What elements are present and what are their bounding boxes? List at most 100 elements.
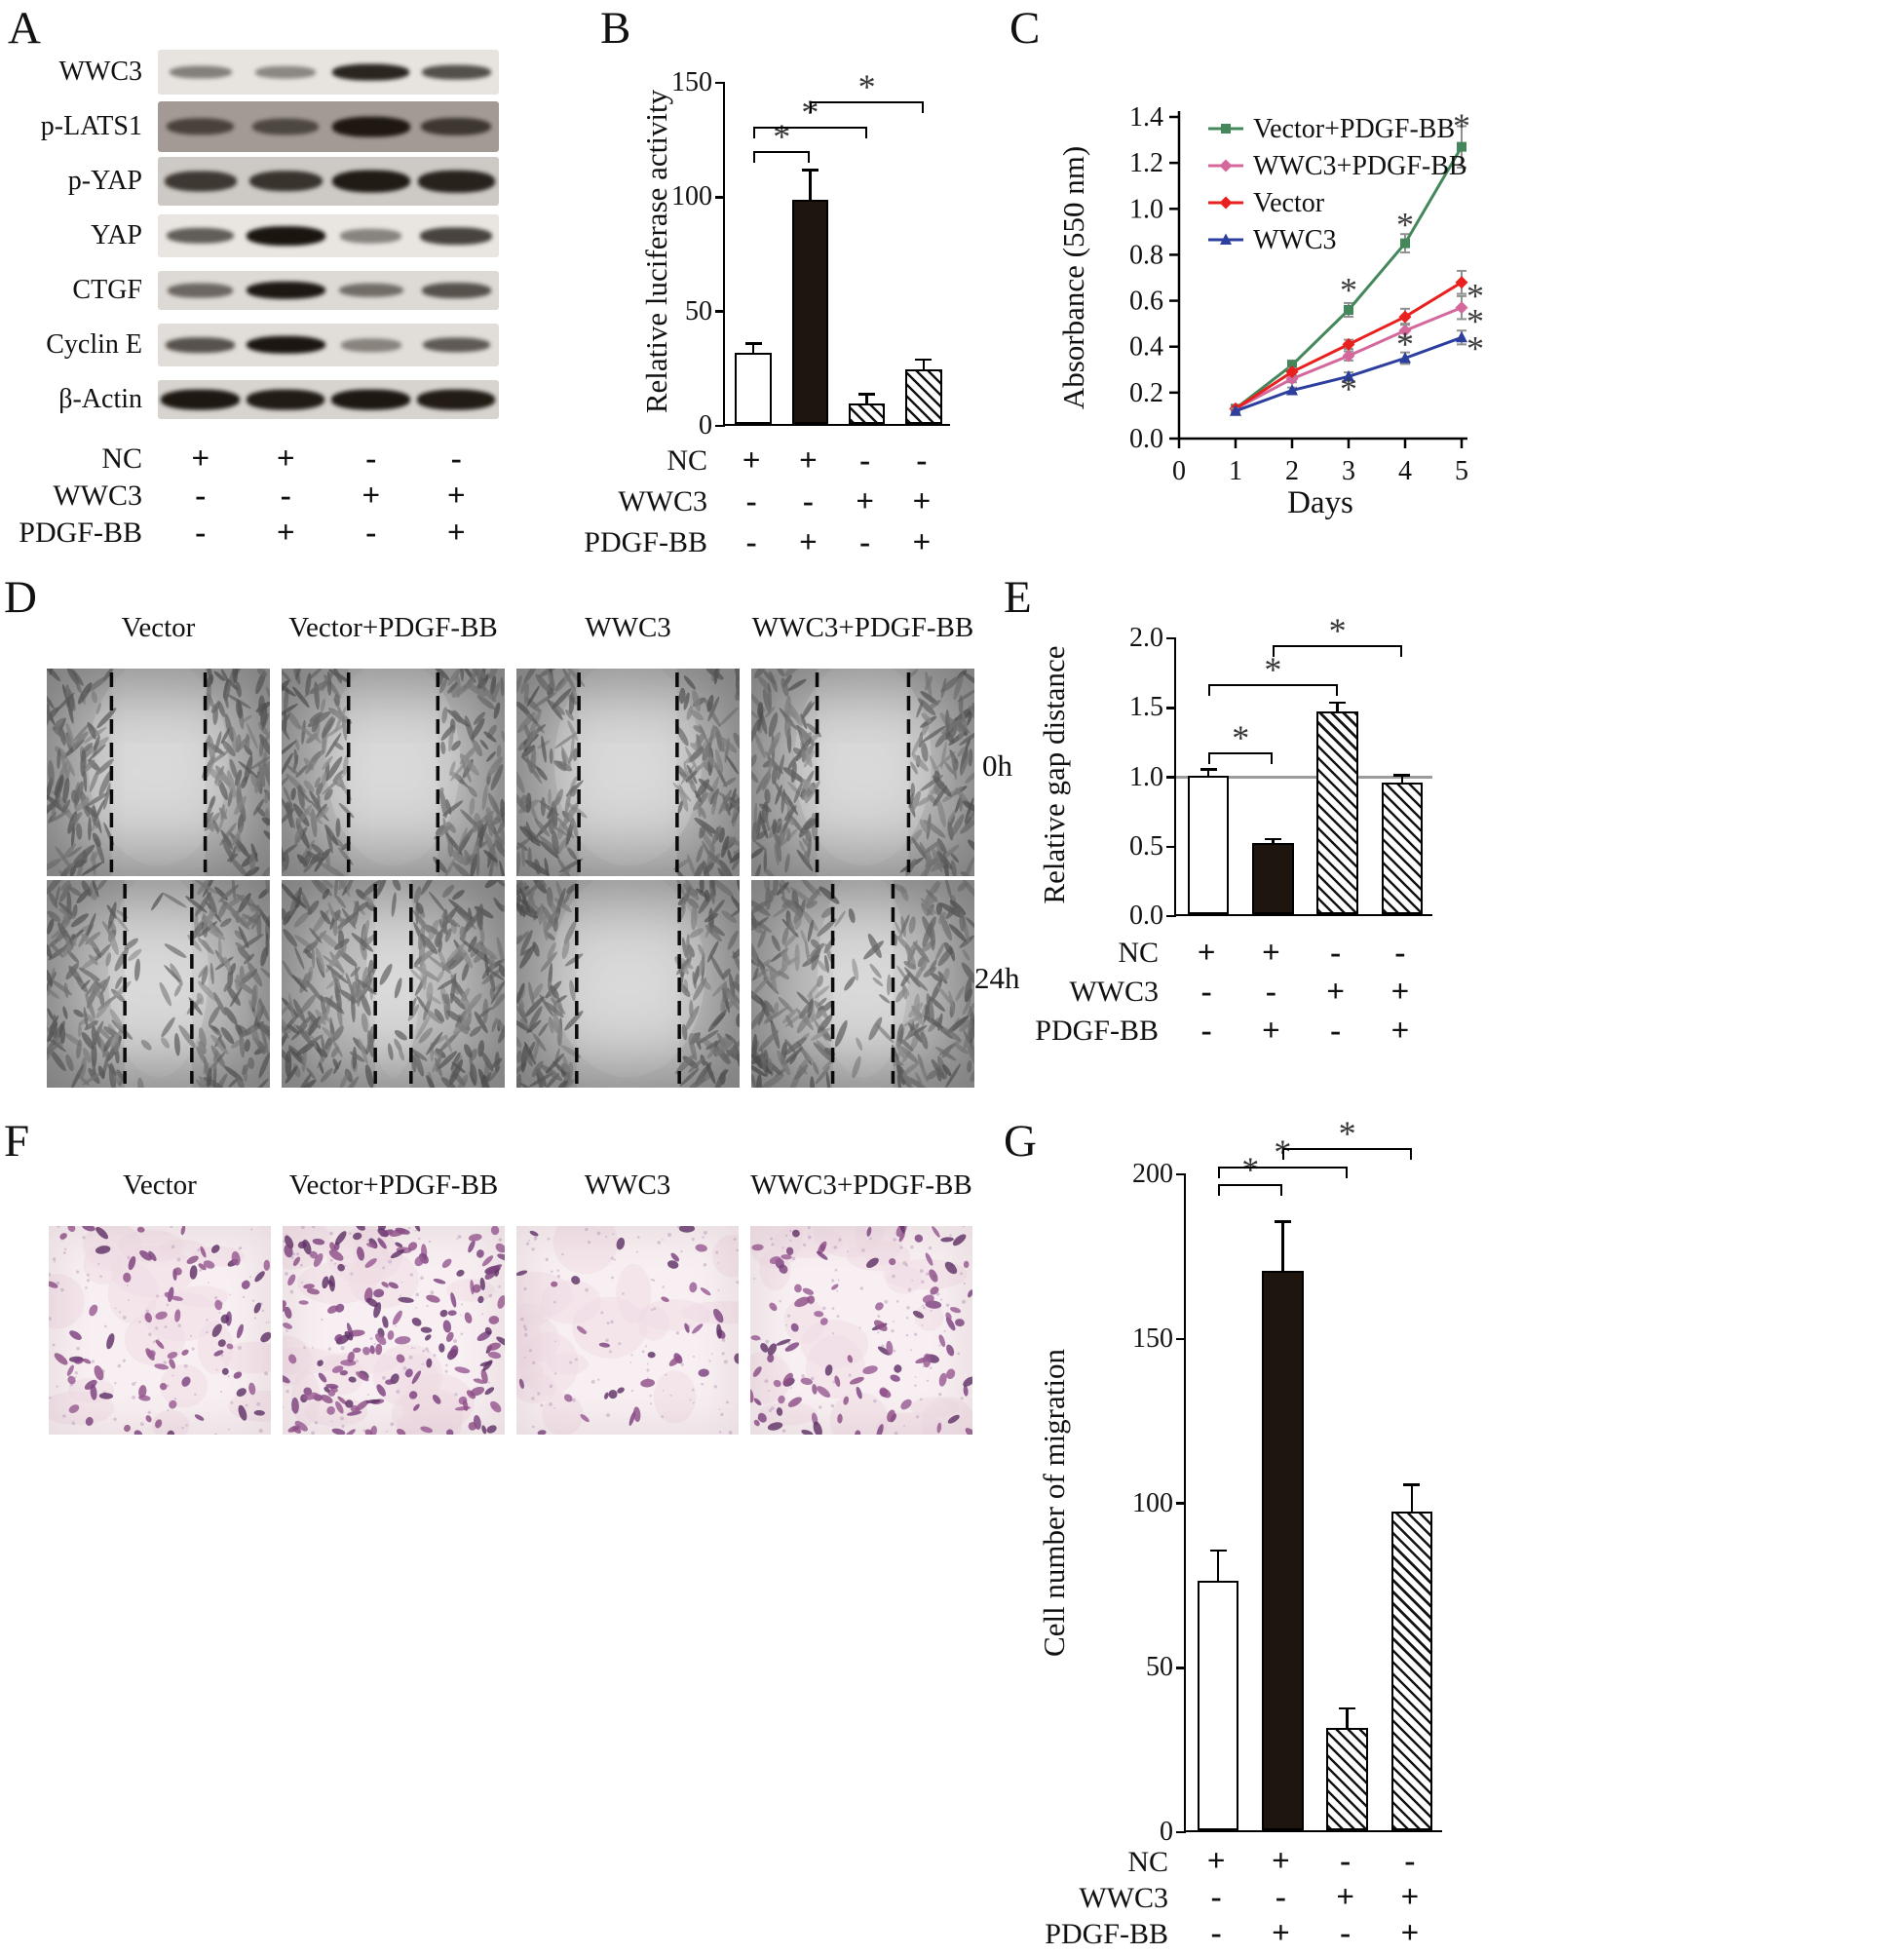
stained-cell: [173, 1267, 182, 1276]
stained-cell: [767, 1422, 783, 1431]
cell: [461, 992, 473, 1017]
membrane-pore: [117, 1363, 122, 1368]
cell: [772, 819, 778, 835]
cell: [341, 714, 348, 742]
condition-label: NC: [101, 442, 142, 475]
cell: [85, 992, 95, 1019]
cell: [235, 1023, 244, 1037]
cell: [261, 817, 270, 826]
cell: [496, 745, 502, 758]
stained-cell: [925, 1252, 933, 1266]
cell: [259, 909, 270, 932]
membrane-pore: [171, 1374, 174, 1377]
cell: [114, 947, 130, 972]
cell: [105, 952, 112, 967]
condition-label: NC: [1118, 937, 1159, 969]
cell: [568, 815, 576, 827]
cell: [252, 798, 265, 816]
stained-cell: [753, 1398, 762, 1406]
series-marker: [1344, 305, 1353, 315]
cell: [494, 832, 504, 848]
cell: [73, 1009, 84, 1017]
cell: [962, 857, 974, 876]
cell: [536, 1068, 547, 1088]
cell: [282, 861, 286, 874]
stained-cell: [154, 1363, 170, 1370]
stained-cell: [463, 1399, 469, 1411]
cell: [413, 956, 423, 968]
stained-cell: [792, 1229, 800, 1238]
cell: [683, 675, 696, 690]
cell: [47, 800, 57, 821]
cell: [520, 1044, 528, 1073]
membrane-pore: [214, 1433, 217, 1435]
y-tick: [715, 81, 725, 85]
cell: [679, 1068, 700, 1087]
membrane-pore: [895, 1299, 899, 1303]
membrane-pore: [520, 1317, 524, 1322]
cell: [771, 766, 779, 785]
cell: [236, 1074, 245, 1088]
cell: [334, 706, 347, 732]
cell: [909, 974, 929, 991]
cell: [500, 676, 505, 697]
membrane-pore: [524, 1327, 528, 1331]
cell: [486, 968, 505, 980]
cell: [391, 892, 397, 917]
cell: [409, 968, 424, 982]
cell: [805, 829, 812, 842]
cell: [293, 911, 310, 928]
stained-cell: [773, 1379, 781, 1388]
membrane-pore: [339, 1416, 344, 1421]
membrane-pore: [713, 1385, 717, 1389]
stained-cell: [220, 1314, 230, 1323]
condition-row: WWC3- - + +: [53, 478, 499, 515]
cell: [479, 739, 489, 750]
condition-label: PDGF-BB: [584, 526, 707, 558]
membrane-pore: [821, 1306, 826, 1311]
cell: [178, 1024, 196, 1049]
cell: [341, 908, 357, 930]
stained-cell: [411, 1370, 422, 1385]
membrane-pore: [52, 1257, 57, 1261]
membrane-pore: [461, 1303, 464, 1306]
stained-cell: [812, 1384, 818, 1395]
cell: [938, 911, 946, 925]
membrane-pore: [649, 1402, 652, 1405]
cell: [496, 937, 505, 964]
cell: [466, 683, 487, 697]
membrane-pore: [327, 1347, 331, 1351]
cell: [498, 964, 505, 978]
stained-cell: [464, 1312, 473, 1323]
blot-band: [331, 389, 411, 410]
cell: [322, 888, 330, 900]
cell: [197, 937, 214, 955]
cell: [67, 846, 83, 858]
cell: [722, 777, 737, 787]
cell: [763, 880, 771, 891]
cell: [516, 935, 522, 946]
stained-cell: [350, 1404, 361, 1413]
error-bar: [865, 394, 868, 403]
cell: [781, 810, 794, 834]
stained-cell: [327, 1305, 338, 1314]
cell: [51, 943, 63, 957]
cell: [817, 1014, 833, 1034]
cell: [516, 1073, 522, 1088]
background-mottle: [750, 1352, 791, 1404]
condition-row: PDGF-BB - + - +: [1035, 1012, 1432, 1051]
blot-band: [168, 283, 234, 298]
blot-label: Cyclin E: [46, 329, 142, 360]
series-marker: [1219, 159, 1233, 172]
series-marker: [1221, 124, 1231, 134]
cell: [314, 777, 321, 788]
cell: [210, 1045, 226, 1068]
cell: [544, 858, 550, 876]
cell: [207, 1067, 212, 1088]
cell: [440, 725, 455, 741]
y-tick-label: 200: [1132, 1159, 1173, 1189]
stained-cell: [67, 1226, 76, 1233]
cell: [690, 904, 698, 931]
cell: [781, 896, 802, 916]
cell: [711, 825, 722, 846]
